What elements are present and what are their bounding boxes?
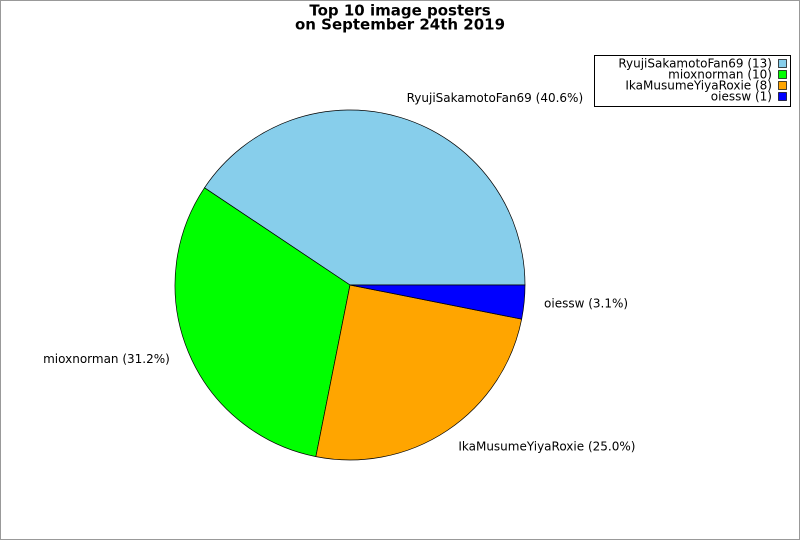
pie-slice (174, 187, 351, 458)
chart-title: Top 10 image posters (309, 2, 490, 20)
slice-label: IkaMusumeYiyaRoxie (25.0%) (458, 440, 635, 454)
chart-title: on September 24th 2019 (295, 16, 505, 34)
legend-label: mioxnorman (10) (668, 68, 772, 82)
legend-label: IkaMusumeYiyaRoxie (8) (625, 79, 772, 93)
legend-label: oiessw (1) (711, 90, 772, 104)
slice-label: RyujiSakamotoFan69 (40.6%) (407, 91, 584, 105)
legend-swatch (778, 70, 787, 79)
legend-swatch (778, 59, 787, 68)
pie-slice (349, 284, 526, 320)
pie-slice (315, 284, 523, 461)
slice-label: mioxnorman (31.2%) (43, 352, 170, 366)
legend-swatch (778, 92, 787, 101)
legend-box (594, 55, 791, 107)
legend-label: RyujiSakamotoFan69 (13) (618, 57, 772, 71)
slice-label: oiessw (3.1%) (544, 297, 628, 311)
legend-swatch (778, 81, 787, 90)
